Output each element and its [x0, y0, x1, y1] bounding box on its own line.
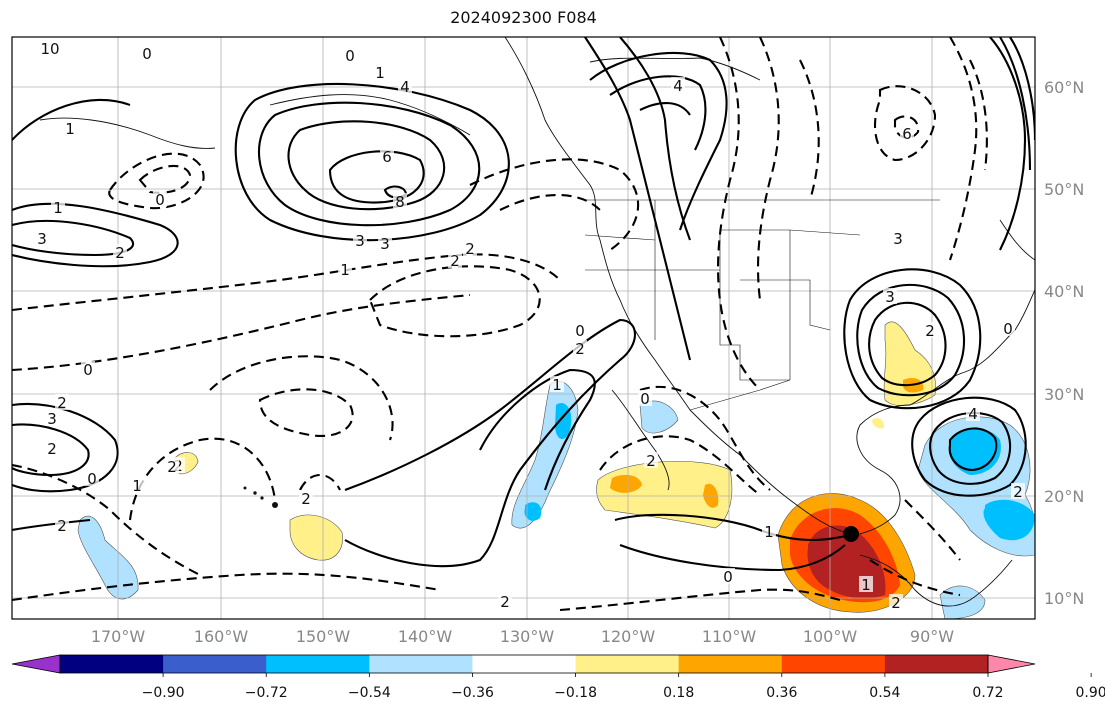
latitude-labels: 60°N 50°N 40°N 30°N 20°N 10°N	[1044, 78, 1084, 608]
contour-value-label: 10	[40, 40, 59, 58]
colorbar-bin	[266, 655, 370, 673]
contour-value-label: 0	[345, 47, 355, 65]
contour-value-label: 3	[37, 230, 47, 248]
colorbar-bin	[60, 655, 164, 673]
map-frame	[11, 36, 1036, 620]
contour-value-label: 0	[640, 390, 650, 408]
colorbar: −0.90 −0.72 −0.54 −0.36 −0.18 0.18 0.36 0.54 0.7…	[11, 654, 1105, 701]
colorbar-bin	[163, 655, 267, 673]
colorbar-bin	[678, 655, 783, 673]
colorbar-tick-label: 0.90	[1076, 685, 1105, 701]
contour-value-label: 0	[142, 45, 152, 63]
contour-value-label: 2	[500, 593, 510, 611]
colorbar-tick-label: 0.18	[663, 685, 694, 701]
contour-value-label: 2	[57, 394, 67, 412]
colorbar-tick-label: −0.72	[245, 685, 288, 701]
contour-value-label: 2	[646, 452, 656, 470]
colorbar-bin	[575, 655, 680, 673]
colorbar-extend-min	[11, 654, 61, 674]
latitude-label: 10°N	[1044, 589, 1084, 608]
contour-value-label: 1	[375, 64, 385, 82]
colorbar-bin	[472, 655, 577, 673]
contour-value-label: 3	[893, 230, 903, 248]
contour-value-label: 2	[47, 440, 57, 458]
contour-value-label: 3	[885, 288, 895, 306]
hawaii-islands	[243, 486, 278, 508]
colorbar-tick-label: 0.36	[766, 685, 797, 701]
contour-value-label: 0	[575, 322, 585, 340]
storm-center-marker	[843, 526, 859, 542]
longitude-labels: 170°W 160°W 150°W 140°W 130°W 120°W 110°W 100°W…	[91, 627, 954, 646]
latitude-label: 60°N	[1044, 78, 1084, 97]
latitude-label: 50°N	[1044, 180, 1084, 199]
longitude-label: 90°W	[910, 627, 954, 646]
colorbar-tick-label: −0.18	[554, 685, 597, 701]
contour-value-label: 1	[552, 376, 562, 394]
colorbar-tick-label: −0.90	[142, 685, 185, 701]
contour-value-label: 3	[355, 232, 365, 250]
latitude-label: 20°N	[1044, 487, 1084, 506]
map-title: 2024092300 F084	[450, 8, 597, 27]
contour-value-label: 0	[1003, 320, 1013, 338]
shaded-field	[77, 321, 1035, 619]
longitude-label: 100°W	[803, 627, 858, 646]
longitude-label: 130°W	[500, 627, 555, 646]
longitude-label: 110°W	[702, 627, 757, 646]
colorbar-extend-max	[987, 654, 1036, 674]
contour-value-label: 2	[57, 517, 67, 535]
contour-value-label: 8	[395, 193, 405, 211]
contour-value-label: 2	[167, 458, 177, 476]
longitude-label: 140°W	[398, 627, 453, 646]
latitude-label: 40°N	[1044, 282, 1084, 301]
longitude-label: 120°W	[601, 627, 656, 646]
contour-value-label: 3	[47, 410, 57, 428]
contour-value-label: 6	[902, 125, 912, 143]
contour-value-label: 2	[575, 340, 585, 358]
contour-value-label: 2	[115, 244, 125, 262]
contour-value-label: 2	[450, 252, 460, 270]
longitude-label: 170°W	[91, 627, 146, 646]
latitude-label: 30°N	[1044, 385, 1084, 404]
contour-value-label: 1	[340, 261, 350, 279]
colorbar-bin	[781, 655, 886, 673]
colorbar-tick-label: −0.36	[451, 685, 494, 701]
contour-value-label: 2	[891, 594, 901, 612]
contour-value-label: 2	[925, 322, 935, 340]
longitude-label: 160°W	[194, 627, 249, 646]
coastlines	[39, 37, 1035, 607]
contour-value-label: 1	[65, 120, 75, 138]
map-panel	[12, 37, 1035, 619]
contour-labels: 1001046833210213102320212221022102463324…	[35, 40, 1025, 612]
contour-value-label: 6	[382, 148, 392, 166]
contour-value-label: 4	[400, 78, 410, 96]
contour-lines	[12, 37, 1035, 612]
colorbar-tick-label: 0.72	[972, 685, 1003, 701]
colorbar-bin	[884, 655, 989, 673]
contour-value-label: 2	[301, 490, 311, 508]
contour-value-label: 4	[968, 405, 978, 423]
contour-value-label: 2	[465, 240, 475, 258]
contour-value-label: 2	[1013, 483, 1023, 501]
political-borders	[584, 199, 940, 411]
contour-value-label: 0	[723, 568, 733, 586]
contour-value-label: 0	[87, 470, 97, 488]
colorbar-bin	[369, 655, 473, 673]
contour-value-label: 3	[380, 235, 390, 253]
colorbar-tick-label: 0.54	[869, 685, 900, 701]
colorbar-tick-label: −0.54	[348, 685, 391, 701]
contour-value-label: 0	[83, 361, 93, 379]
contour-value-label: 1	[764, 523, 774, 541]
contour-value-label: 1	[53, 199, 63, 217]
contour-value-label: 1	[132, 477, 142, 495]
contour-value-label: 1	[861, 576, 871, 594]
longitude-label: 150°W	[296, 627, 351, 646]
contour-value-label: 0	[155, 191, 165, 209]
contour-value-label: 4	[673, 77, 683, 95]
